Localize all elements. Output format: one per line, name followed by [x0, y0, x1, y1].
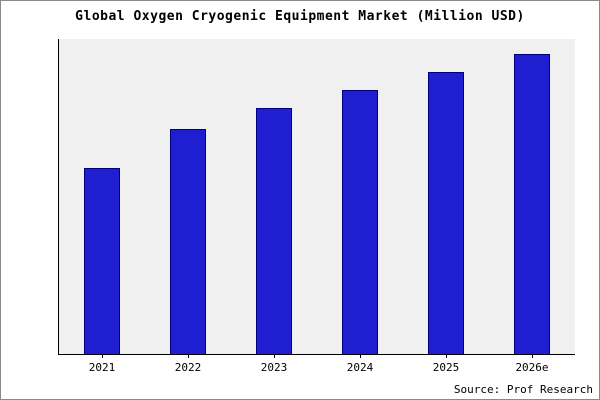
- x-tick-label-2023: 2023: [260, 361, 288, 374]
- x-tick-label-2026e: 2026e: [515, 361, 549, 374]
- x-tick-label-2025: 2025: [432, 361, 460, 374]
- x-axis-tick: [188, 354, 189, 358]
- x-tick-label-2021: 2021: [88, 361, 116, 374]
- bar-2022: [170, 129, 206, 354]
- bar-2024: [342, 90, 378, 354]
- chart-title: Global Oxygen Cryogenic Equipment Market…: [75, 9, 525, 24]
- x-axis-tick: [446, 354, 447, 358]
- x-tick-label-2024: 2024: [346, 361, 374, 374]
- x-axis-tick: [102, 354, 103, 358]
- bar-2026e: [514, 54, 550, 354]
- bar-2021: [84, 168, 120, 354]
- x-axis-tick: [360, 354, 361, 358]
- x-tick-label-2022: 2022: [174, 361, 202, 374]
- bar-2023: [256, 108, 292, 354]
- bar-chart-plot-area: 2021 2022 2023 2024 2025 2026e: [58, 39, 575, 374]
- bar-2025: [428, 72, 464, 354]
- x-axis-tick: [532, 354, 533, 358]
- source-annotation: Source: Prof Research: [453, 383, 593, 396]
- x-axis-tick: [274, 354, 275, 358]
